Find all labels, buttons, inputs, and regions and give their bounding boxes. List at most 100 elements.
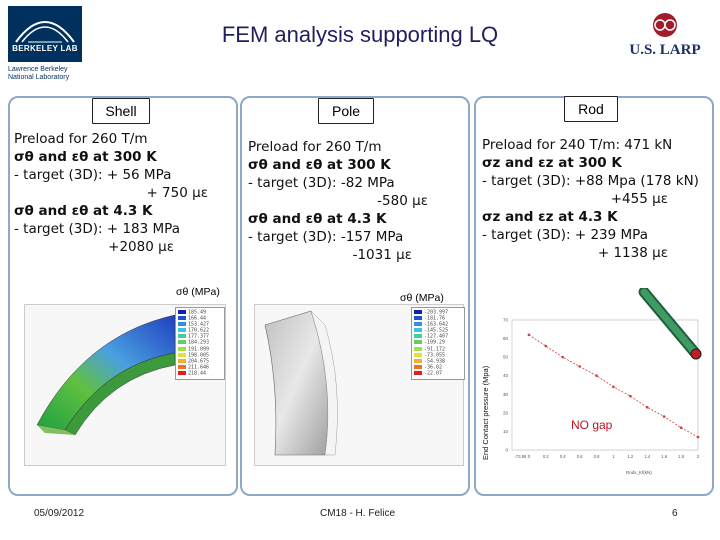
rod-data-point <box>679 426 683 430</box>
rod-x-tick-label: 1 <box>612 454 615 459</box>
legend-entry: -127.407 <box>414 334 462 340</box>
pole-line: -580 με <box>377 193 428 209</box>
shell-line: σθ and εθ at 4.3 K <box>14 203 153 219</box>
rod-line: - target (3D): + 239 MPa <box>482 227 648 243</box>
rod-x-tick-label: 1.6 <box>661 454 667 459</box>
legend-entry: 177.377 <box>178 334 222 340</box>
pole-plot-label: σθ (MPa) <box>400 292 444 304</box>
rod-y-tick-label: 0 <box>505 448 508 453</box>
rod-chart-axes <box>511 319 699 451</box>
larp-emblem-icon <box>653 13 677 37</box>
pole-line: Preload for 260 T/m <box>248 139 382 155</box>
pole-line: -1031 με <box>352 247 412 263</box>
rod-data-point <box>578 365 581 368</box>
rod-x-tick-label: 0.8 <box>594 454 600 459</box>
rod-data-point <box>527 333 531 337</box>
legend-entry: -109.29 <box>414 340 462 346</box>
shell-stress-plot-icon <box>36 314 176 436</box>
footer-date: 05/09/2012 <box>34 508 85 519</box>
shell-plot-label: σθ (MPa) <box>176 286 220 298</box>
legend-entry: -22.07 <box>414 371 462 377</box>
rod-y-axis-label: End Contact pressure (Mpa) <box>481 365 490 460</box>
berkeley-lab-logo-mark: BERKELEY LAB <box>8 6 82 62</box>
pole-line: σθ and εθ at 4.3 K <box>248 211 387 227</box>
berkeley-lab-text: BERKELEY LAB <box>12 44 78 53</box>
legend-entry: -91.172 <box>414 346 462 353</box>
rod-x-tick-label: 0.4 <box>560 454 566 459</box>
legend-entry: 198.005 <box>178 352 222 359</box>
footer-page-number: 6 <box>672 508 678 519</box>
us-larp-logo: U.S. LARP <box>620 10 710 66</box>
rod-line: +455 με <box>610 191 668 207</box>
legend-entry: -54.938 <box>414 358 462 365</box>
rod-plot-area <box>511 319 699 451</box>
rod-data-point <box>612 385 615 389</box>
rod-x-tick-label: 0.2 <box>543 454 549 459</box>
legend-entry: 191.099 <box>178 346 222 353</box>
pole-line: σθ and εθ at 300 K <box>248 157 391 173</box>
rod-x-tick-label: 1.2 <box>627 454 633 459</box>
legend-entry: 218.44 <box>178 371 222 377</box>
rod-data-point <box>629 394 632 398</box>
shell-tab: Shell <box>92 98 150 124</box>
legend-entry: 166.44 <box>178 316 222 322</box>
shell-line: - target (3D): + 56 MPa <box>14 167 172 183</box>
rod-x-tick-label: 0.6 <box>577 454 583 459</box>
rod-y-tick-label: 10 <box>503 429 509 434</box>
rod-x-tick-label: 2 <box>697 454 700 459</box>
shell-line: +2080 με <box>108 239 174 255</box>
legend-entry: 153.427 <box>178 322 222 328</box>
rod-data-point <box>662 415 666 418</box>
legend-entry: -73.055 <box>414 352 462 359</box>
rod-chart: 0 10 20 30 40 50 60 70 -73.56 0 0.2 0.4 0.6 0.8 1 1.2 1… <box>476 288 706 478</box>
legend-entry: 170.622 <box>178 328 222 334</box>
shell-line: + 750 με <box>146 185 208 201</box>
legend-entry: -163.642 <box>414 322 462 328</box>
rod-chart-points <box>527 333 700 439</box>
rod-data-point <box>696 435 700 439</box>
pole-stress-plot-icon <box>264 310 338 456</box>
rod-x-tick-label: -73.56 <box>515 454 528 459</box>
rod-line: + 1138 με <box>597 245 668 261</box>
berkeley-lab-logo: BERKELEY LAB Lawrence Berkeley National … <box>8 6 88 88</box>
rod-cylinder-icon <box>638 288 702 360</box>
rod-x-tick-label: 1.8 <box>678 454 684 459</box>
rod-y-tick-label: 20 <box>503 410 509 415</box>
legend-entry: -181.76 <box>414 316 462 322</box>
rod-line: - target (3D): +88 Mpa (178 kN) <box>482 173 699 189</box>
rod-data-point <box>645 405 649 409</box>
legend-entry: -203.997 <box>414 310 462 316</box>
berkeley-sub-line: National Laboratory <box>8 74 70 81</box>
pole-line: - target (3D): -157 MPa <box>248 229 404 245</box>
pole-line: - target (3D): -82 MPa <box>248 175 395 191</box>
berkeley-lab-subtitle: Lawrence Berkeley National Laboratory <box>8 66 98 82</box>
pole-tab: Pole <box>318 98 374 124</box>
rod-chart-x-ticks: -73.56 0 0.2 0.4 0.6 0.8 1 1.2 1.4 1.6 1.8 2 <box>515 454 700 459</box>
us-larp-text: U.S. LARP <box>629 42 701 58</box>
footer-center: CM18 - H. Felice <box>320 508 396 519</box>
rod-chart-y-ticks: 0 10 20 30 40 50 60 70 <box>503 318 509 453</box>
pole-color-legend: -203.997 -181.76 -163.642 -145.525 -127.… <box>411 307 465 381</box>
shell-line: σθ and εθ at 300 K <box>14 149 157 165</box>
legend-entry: -36.82 <box>414 365 462 371</box>
legend-entry: 184.293 <box>178 340 222 346</box>
rod-y-tick-label: 70 <box>503 318 509 323</box>
rod-line: σz and εz at 4.3 K <box>482 209 618 225</box>
rod-y-tick-label: 30 <box>503 392 509 397</box>
shell-color-legend: 185.49 166.44 153.427 170.622 177.377 18… <box>175 307 225 381</box>
rod-x-tick-label: 1.4 <box>644 454 650 459</box>
rod-tab: Rod <box>564 96 618 122</box>
pole-text: Preload for 260 T/m σθ and εθ at 300 K -… <box>248 138 462 264</box>
rod-line: Preload for 240 T/m: 471 kN <box>482 137 673 153</box>
rod-line: σz and εz at 300 K <box>482 155 622 171</box>
slide-title: FEM analysis supporting LQ <box>221 22 499 47</box>
legend-entry: -145.525 <box>414 328 462 334</box>
shell-line: - target (3D): + 183 MPa <box>14 221 180 237</box>
legend-entry: 211.646 <box>178 365 222 371</box>
rod-data-point <box>544 344 548 348</box>
berkeley-arc-icon <box>15 21 75 43</box>
rod-y-tick-label: 40 <box>503 373 509 378</box>
legend-entry: 204.675 <box>178 358 222 365</box>
rod-data-point <box>561 355 565 359</box>
